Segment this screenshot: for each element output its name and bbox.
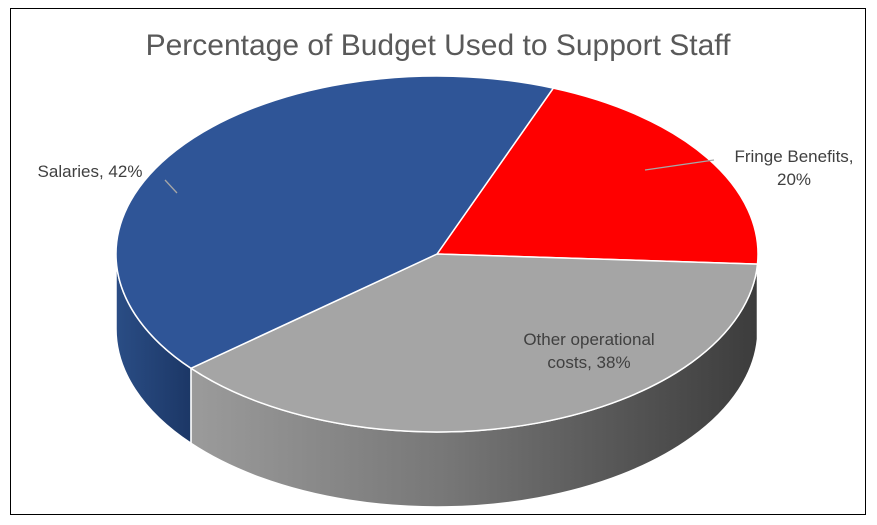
data-label-fringe-benefits: Fringe Benefits, 20% xyxy=(734,147,853,189)
leader-line-salaries xyxy=(164,179,178,194)
pie-slice-fringe-benefits xyxy=(435,87,759,265)
leader-line-fringe-benefits xyxy=(644,159,715,171)
pie-slice-salaries xyxy=(115,75,555,370)
data-label-salaries: Salaries, 42% xyxy=(38,162,143,181)
chart-title: Percentage of Budget Used to Support Sta… xyxy=(145,29,731,62)
pie-slice-other-operational-costs xyxy=(189,253,759,433)
data-label-other-operational-costs: Other operational costs, 38% xyxy=(523,330,654,372)
